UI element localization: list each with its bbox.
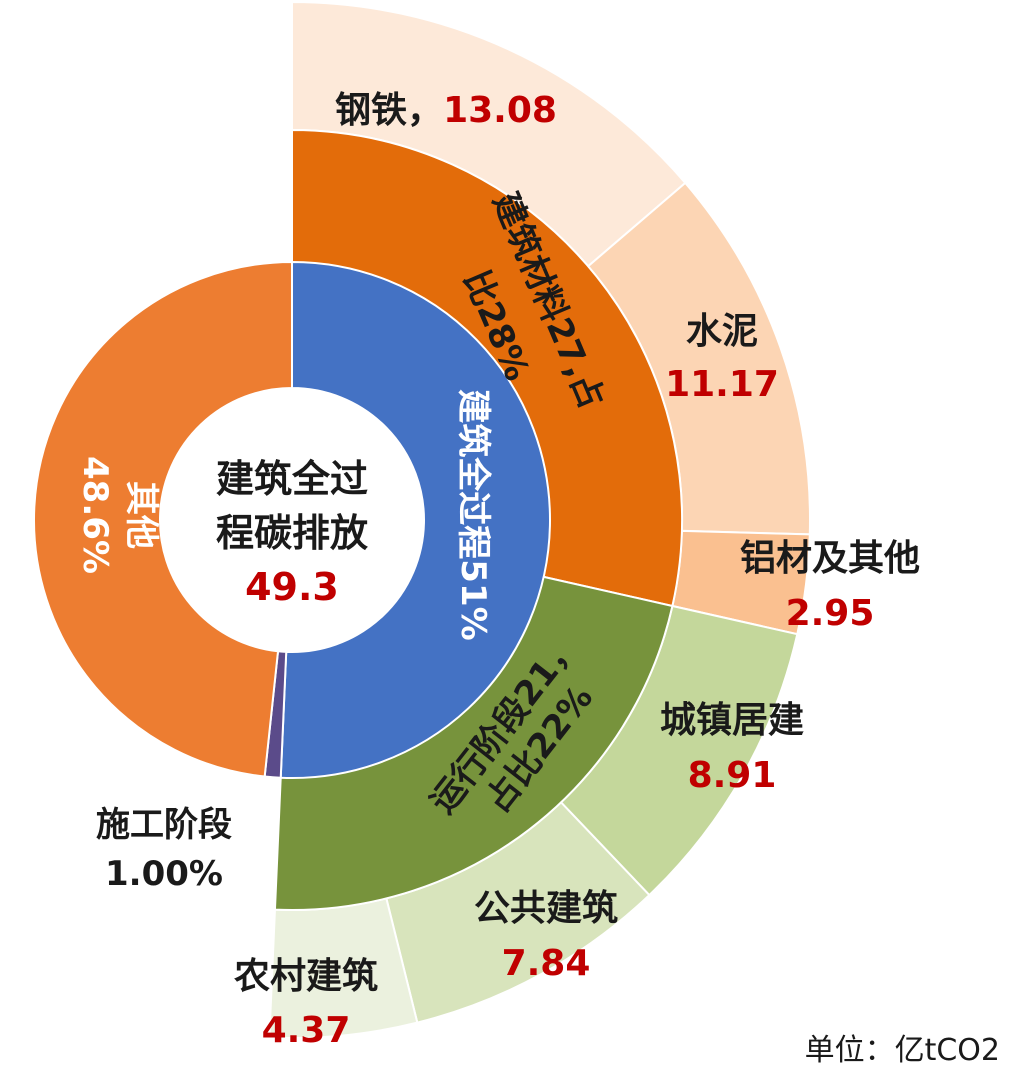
outer-label-public-name: 公共建筑 <box>474 888 618 929</box>
construction-label-pct: 1.00% <box>105 854 223 894</box>
outer-label-aluminum-value: 2.95 <box>786 593 875 634</box>
outer-label-rural-name: 农村建筑 <box>234 956 378 997</box>
inner-label-other-pct: 48.6% <box>75 456 115 574</box>
outer-label-aluminum-name: 铝材及其他 <box>740 538 920 579</box>
outer-label-cement-name: 水泥 <box>686 311 758 352</box>
construction-label-name: 施工阶段 <box>96 805 232 845</box>
outer-label-steel: 钢铁，13.08 <box>335 90 557 131</box>
center-title-line1: 建筑全过 <box>216 457 368 501</box>
outer-label-urban-name: 城镇居建 <box>660 700 804 741</box>
center-title-line2: 程碳排放 <box>216 511 368 555</box>
outer-label-public-value: 7.84 <box>502 943 591 984</box>
inner-label-other-name: 其他 <box>121 481 161 549</box>
outer-label-rural-value: 4.37 <box>262 1010 351 1051</box>
inner-label-building-process: 建筑全过程51% <box>453 389 493 640</box>
center-value: 49.3 <box>245 565 339 609</box>
outer-ring <box>268 0 811 1039</box>
outer-label-cement-value: 11.17 <box>665 364 779 405</box>
center-hole <box>160 388 424 652</box>
outer-label-urban-value: 8.91 <box>688 755 777 796</box>
unit-label: 单位：亿tCO2 <box>805 1033 1000 1068</box>
